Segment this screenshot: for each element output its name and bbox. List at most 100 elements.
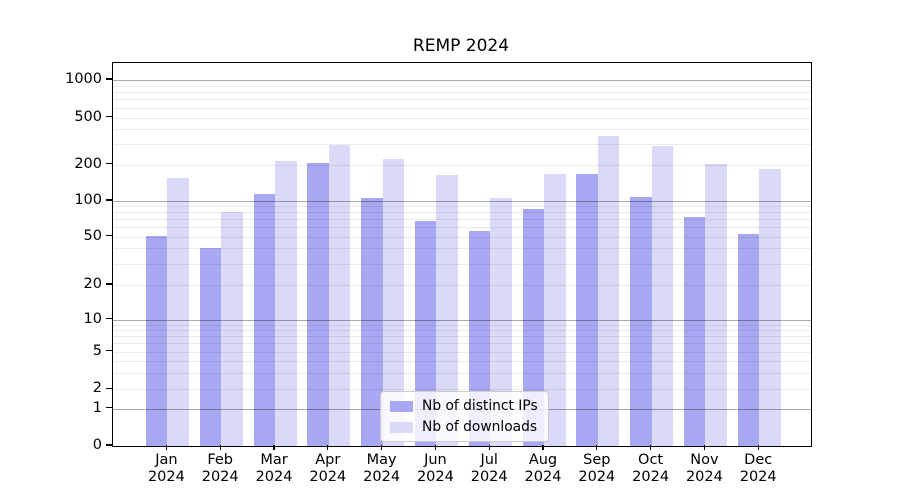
bar-distinct-ips-jun <box>414 220 437 446</box>
x-tick-dec <box>757 445 759 450</box>
gridline-80 <box>113 212 811 214</box>
x-tick-label-year: 2024 <box>470 469 508 485</box>
legend-item-downloads: Nb of downloads <box>390 419 538 435</box>
y-tick-label-5: 5 <box>92 342 102 359</box>
x-tick-apr <box>327 445 329 450</box>
bar-downloads-aug <box>544 174 566 446</box>
legend-label-distinct-ips: Nb of distinct IPs <box>422 398 538 414</box>
bar-distinct-ips-dec <box>737 233 760 446</box>
bar-downloads-dec <box>759 168 781 446</box>
gridline-800 <box>113 92 811 94</box>
x-tick-label-month: Nov <box>690 452 719 468</box>
x-tick-sep <box>596 445 598 450</box>
x-tick-label-year: 2024 <box>685 469 723 485</box>
gridline-9 <box>113 324 811 326</box>
x-tick-label-month: Oct <box>638 452 664 468</box>
x-tick-feb <box>219 445 221 450</box>
x-tick-label-jul: Jul 2024 <box>449 452 529 486</box>
gridline-600 <box>113 107 811 109</box>
bar-downloads-oct <box>651 145 674 446</box>
y-tick-50 <box>106 235 112 237</box>
x-tick-label-may: May 2024 <box>342 452 422 486</box>
x-tick-label-year: 2024 <box>632 469 670 485</box>
x-tick-label-year: 2024 <box>201 469 239 485</box>
x-tick-label-year: 2024 <box>578 469 616 485</box>
x-tick-label-year: 2024 <box>147 469 185 485</box>
gridline-100 <box>113 201 811 202</box>
x-tick-label-month: Feb <box>207 452 234 468</box>
x-tick-label-feb: Feb 2024 <box>180 452 260 486</box>
x-tick-label-year: 2024 <box>416 469 454 485</box>
x-tick-label-month: May <box>366 452 397 468</box>
x-tick-mar <box>273 445 275 450</box>
bar-distinct-ips-aug <box>522 208 544 446</box>
gridline-500 <box>113 117 811 119</box>
x-tick-label-jun: Jun 2024 <box>395 452 475 486</box>
x-tick-label-nov: Nov 2024 <box>664 452 744 486</box>
legend-label-downloads: Nb of downloads <box>422 419 538 435</box>
bar-distinct-ips-may <box>361 198 383 446</box>
x-tick-jan <box>165 445 167 450</box>
gridline-300 <box>113 143 811 145</box>
gridline-50 <box>113 236 811 238</box>
gridline-6 <box>113 343 811 345</box>
x-tick-oct <box>650 445 652 450</box>
bar-distinct-ips-nov <box>683 217 706 446</box>
bar-distinct-ips-mar <box>253 194 275 446</box>
gridline-4 <box>113 360 811 362</box>
y-tick-100 <box>106 199 112 201</box>
x-tick-label-jan: Jan 2024 <box>126 452 206 486</box>
x-tick-label-month: Jan <box>155 452 178 468</box>
x-tick-label-month: Apr <box>315 452 341 468</box>
x-tick-label-month: Jul <box>480 452 498 468</box>
x-tick-label-mar: Mar 2024 <box>234 452 314 486</box>
y-tick-label-50: 50 <box>83 227 102 244</box>
gridline-700 <box>113 99 811 101</box>
y-tick-500 <box>106 116 112 118</box>
x-tick-label-month: Aug <box>528 452 558 468</box>
y-tick-0 <box>106 444 112 446</box>
x-tick-label-year: 2024 <box>739 469 777 485</box>
bar-downloads-jun <box>436 174 458 446</box>
x-tick-label-year: 2024 <box>255 469 293 485</box>
bar-distinct-ips-jan <box>145 235 168 446</box>
x-tick-label-month: Sep <box>583 452 611 468</box>
y-tick-200 <box>106 163 112 165</box>
x-tick-nov <box>703 445 705 450</box>
gridline-40 <box>113 248 811 250</box>
x-tick-label-year: 2024 <box>524 469 562 485</box>
x-tick-label-oct: Oct 2024 <box>611 452 691 486</box>
y-tick-5 <box>106 350 112 352</box>
x-tick-aug <box>542 445 544 450</box>
x-tick-label-year: 2024 <box>309 469 347 485</box>
legend-item-distinct-ips: Nb of distinct IPs <box>390 398 538 414</box>
x-tick-may <box>381 445 383 450</box>
y-tick-1 <box>106 407 112 409</box>
y-tick-label-500: 500 <box>74 108 102 125</box>
gridline-70 <box>113 219 811 221</box>
gridline-2 <box>113 389 811 391</box>
y-tick-1000 <box>106 78 112 80</box>
gridline-8 <box>113 330 811 331</box>
chart-title: REMP 2024 <box>412 36 510 56</box>
x-tick-label-month: Mar <box>260 452 288 468</box>
gridline-7 <box>113 336 811 338</box>
gridline-90 <box>113 206 811 208</box>
y-tick-label-1000: 1000 <box>65 71 102 87</box>
legend-swatch-downloads <box>390 421 413 433</box>
x-tick-jun <box>434 445 436 450</box>
y-tick-label-10: 10 <box>83 310 102 327</box>
y-tick-label-0: 0 <box>92 437 102 453</box>
x-tick-label-sep: Sep 2024 <box>557 452 637 486</box>
gridline-200 <box>113 164 811 166</box>
x-tick-label-apr: Apr 2024 <box>288 452 368 486</box>
bar-downloads-nov <box>705 164 727 446</box>
legend-swatch-distinct-ips <box>390 400 413 412</box>
bar-downloads-sep <box>597 136 620 446</box>
bar-distinct-ips-feb <box>199 248 222 446</box>
bar-distinct-ips-apr <box>307 163 329 446</box>
gridline-10 <box>113 319 811 321</box>
gridline-5 <box>113 351 811 353</box>
x-tick-label-month: Dec <box>744 452 773 468</box>
